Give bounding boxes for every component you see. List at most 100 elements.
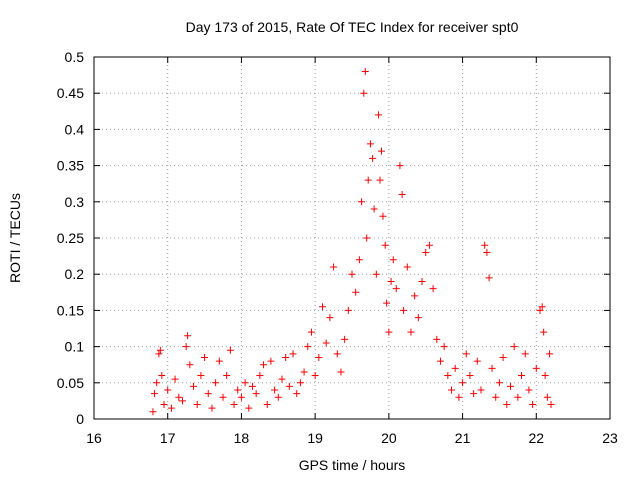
data-point — [358, 198, 366, 206]
data-point — [344, 306, 352, 314]
data-point — [175, 393, 183, 401]
data-point — [153, 379, 161, 387]
data-point — [541, 372, 549, 380]
data-point — [219, 393, 227, 401]
data-point — [150, 390, 158, 398]
data-point — [215, 357, 223, 365]
data-point — [245, 404, 253, 412]
y-tick-label: 0 — [76, 411, 84, 427]
data-point — [355, 256, 363, 264]
data-point — [212, 379, 220, 387]
data-point — [536, 306, 544, 314]
data-point — [440, 343, 448, 351]
data-point — [448, 386, 456, 394]
data-point — [348, 270, 356, 278]
data-point — [379, 212, 387, 220]
data-point — [422, 248, 430, 256]
data-point — [383, 299, 391, 307]
data-point — [260, 361, 268, 369]
data-point — [495, 379, 503, 387]
data-point — [503, 401, 511, 409]
data-point — [375, 111, 383, 119]
data-point — [197, 372, 205, 380]
data-point — [364, 176, 372, 184]
data-point — [418, 277, 426, 285]
data-point — [193, 401, 201, 409]
data-point — [289, 350, 297, 358]
x-axis-ticks: 16 17 18 19 20 21 22 23 — [86, 57, 618, 446]
data-point — [252, 390, 260, 398]
data-point — [436, 357, 444, 365]
data-point — [237, 393, 245, 401]
data-point — [455, 393, 463, 401]
data-point — [485, 274, 493, 282]
data-point — [369, 154, 377, 162]
data-point — [400, 306, 408, 314]
data-point — [529, 401, 537, 409]
data-point — [263, 401, 271, 409]
data-point — [385, 328, 393, 336]
data-point — [381, 241, 389, 249]
data-point — [510, 343, 518, 351]
data-point — [492, 393, 500, 401]
data-point — [521, 350, 529, 358]
data-point — [164, 386, 172, 394]
y-tick-label: 0.5 — [65, 49, 85, 65]
data-point — [532, 364, 540, 372]
data-point — [322, 339, 330, 347]
y-tick-label: 0.25 — [57, 230, 84, 246]
data-point — [499, 353, 507, 361]
x-axis-title: GPS time / hours — [299, 457, 406, 473]
data-point — [149, 408, 157, 416]
data-point — [543, 393, 551, 401]
data-point — [407, 328, 415, 336]
data-point — [234, 386, 242, 394]
data-point — [470, 390, 478, 398]
data-point — [337, 368, 345, 376]
data-point — [518, 372, 526, 380]
data-point — [473, 357, 481, 365]
y-axis-title: ROTI / TECUs — [7, 193, 23, 283]
data-point — [186, 361, 194, 369]
x-tick-label: 22 — [528, 430, 544, 446]
grid — [94, 57, 610, 419]
data-point — [226, 346, 234, 354]
data-point — [403, 263, 411, 271]
data-point — [278, 375, 286, 383]
x-tick-label: 20 — [381, 430, 397, 446]
data-point — [459, 379, 467, 387]
data-point — [444, 372, 452, 380]
data-point — [540, 328, 548, 336]
data-point — [377, 147, 385, 155]
x-tick-label: 16 — [86, 430, 102, 446]
y-tick-label: 0.1 — [65, 339, 85, 355]
data-point — [248, 382, 256, 390]
x-tick-label: 19 — [307, 430, 323, 446]
data-points — [149, 67, 555, 416]
data-point — [363, 234, 371, 242]
x-tick-label: 17 — [160, 430, 176, 446]
data-point — [223, 372, 231, 380]
y-tick-label: 0.35 — [57, 158, 84, 174]
y-tick-label: 0.2 — [65, 266, 85, 282]
data-point — [433, 335, 441, 343]
data-point — [271, 386, 279, 394]
data-point — [267, 357, 275, 365]
data-point — [414, 314, 422, 322]
data-point — [425, 241, 433, 249]
data-point — [352, 288, 360, 296]
y-tick-label: 0.3 — [65, 194, 85, 210]
data-point — [285, 382, 293, 390]
data-point — [366, 140, 374, 148]
data-point — [429, 285, 437, 293]
data-point — [230, 401, 238, 409]
data-point — [361, 67, 369, 75]
data-point — [256, 372, 264, 380]
data-point — [481, 241, 489, 249]
y-tick-label: 0.45 — [57, 85, 84, 101]
data-point — [184, 332, 192, 340]
y-tick-label: 0.05 — [57, 375, 84, 391]
y-tick-label: 0.15 — [57, 302, 84, 318]
x-tick-label: 21 — [455, 430, 471, 446]
